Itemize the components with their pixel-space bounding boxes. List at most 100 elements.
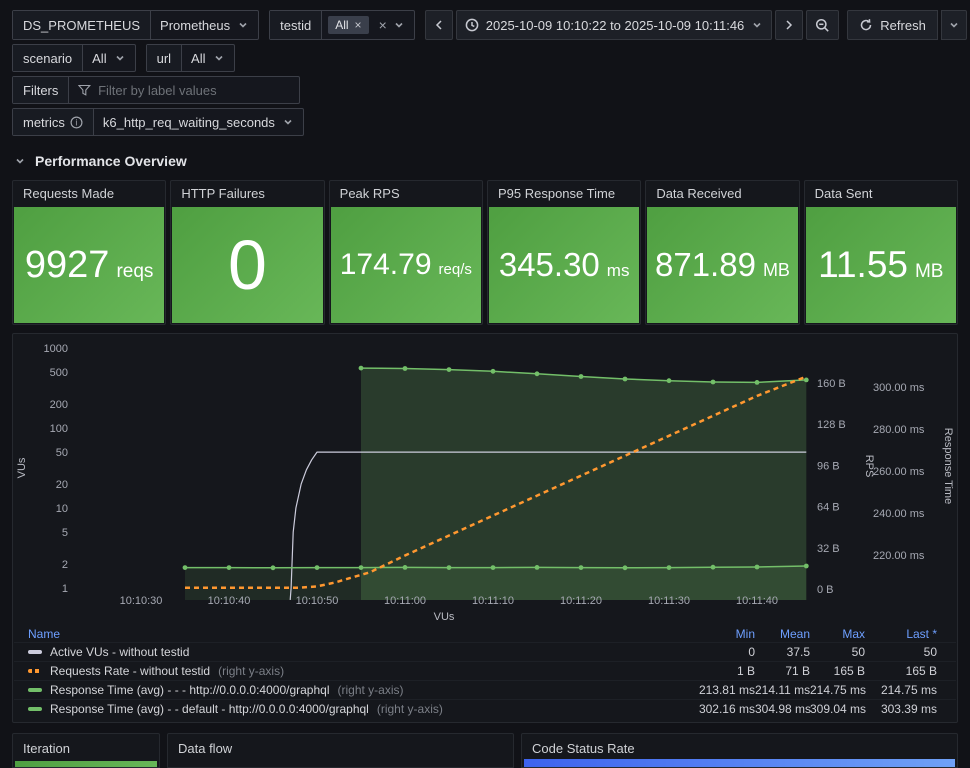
scenario-select[interactable]: All bbox=[83, 45, 134, 71]
time-controls: 2025-10-09 10:10:22 to 2025-10-09 10:11:… bbox=[424, 10, 967, 40]
url-select[interactable]: All bbox=[182, 45, 233, 71]
stat-value: 9927 bbox=[24, 243, 110, 286]
legend-col-name[interactable]: Name bbox=[28, 626, 61, 641]
svg-text:280.00 ms: 280.00 ms bbox=[873, 424, 925, 436]
refresh-interval-select[interactable] bbox=[940, 10, 967, 40]
section-title: Performance Overview bbox=[35, 153, 187, 169]
datasource-select[interactable]: Prometheus bbox=[151, 11, 258, 39]
chevron-right-icon bbox=[786, 20, 793, 30]
svg-text:200: 200 bbox=[50, 399, 68, 411]
svg-text:2: 2 bbox=[62, 559, 68, 571]
toolbar-row-1: DS_PROMETHEUS Prometheus testid All × × bbox=[12, 10, 967, 40]
metrics-select[interactable]: k6_http_req_waiting_seconds bbox=[94, 109, 303, 135]
svg-text:10:10:40: 10:10:40 bbox=[208, 595, 251, 607]
magnifier-minus-icon bbox=[816, 18, 830, 32]
refresh-button[interactable]: Refresh bbox=[847, 10, 938, 40]
legend-row-requests-rate[interactable]: Requests Rate - without testid (right y-… bbox=[14, 661, 956, 680]
metrics-label: metrics i bbox=[13, 109, 94, 135]
series-swatch-orange-dashed bbox=[28, 669, 42, 673]
url-label: url bbox=[146, 45, 183, 71]
legend-row-response-time-default[interactable]: Response Time (avg) - - default - http:/… bbox=[14, 699, 956, 718]
chevron-down-icon bbox=[214, 55, 223, 61]
panel-timeseries bbox=[12, 333, 958, 723]
chevron-down-icon bbox=[16, 158, 24, 164]
section-performance-overview[interactable]: Performance Overview bbox=[14, 151, 187, 171]
svg-text:Response Time: Response Time bbox=[942, 428, 954, 504]
scenario-filter: scenario All bbox=[12, 44, 136, 72]
legend-row-active-vus[interactable]: Active VUs - without testid 0 37.5 50 50 bbox=[14, 642, 956, 661]
time-shift-forward-button[interactable] bbox=[775, 10, 804, 40]
chevron-down-icon bbox=[284, 119, 292, 125]
svg-text:VUs: VUs bbox=[434, 611, 455, 623]
timeseries-plot[interactable]: 10:10:30 10:10:40 10:10:50 10:11:00 10:11:10… bbox=[0, 0, 970, 630]
iteration-stat-bar bbox=[15, 761, 157, 767]
svg-text:10:10:30: 10:10:30 bbox=[120, 595, 163, 607]
legend-row-response-time-graphql[interactable]: Response Time (avg) - - - http://0.0.0.0… bbox=[14, 680, 956, 699]
svg-text:10: 10 bbox=[56, 503, 68, 515]
panel-title: Iteration bbox=[23, 741, 70, 756]
stat-value: 174.79 bbox=[339, 248, 432, 281]
legend-table: Name Min Mean Max Last * Active VUs - wi… bbox=[14, 625, 956, 718]
series-swatch-green bbox=[28, 707, 42, 711]
stat-value-area: 871.89 MB bbox=[647, 207, 798, 323]
zoom-out-time-button[interactable] bbox=[806, 10, 840, 40]
chip-remove-icon[interactable]: × bbox=[354, 18, 362, 32]
svg-text:i: i bbox=[75, 117, 77, 127]
stat-value: 871.89 bbox=[655, 246, 756, 283]
panel-data-flow: Data flow bbox=[167, 733, 514, 768]
svg-text:20: 20 bbox=[56, 479, 68, 491]
testid-chip-all[interactable]: All × bbox=[328, 16, 369, 34]
filters-label: Filters bbox=[13, 77, 70, 103]
panel-requests-made: Requests Made 9927 reqs bbox=[12, 180, 167, 325]
legend-col-last[interactable]: Last * bbox=[906, 626, 937, 641]
filter-by-label-input[interactable] bbox=[98, 82, 291, 98]
svg-text:300.00 ms: 300.00 ms bbox=[873, 382, 925, 394]
time-range-picker[interactable]: 2025-10-09 10:10:22 to 2025-10-09 10:11:… bbox=[455, 10, 773, 40]
svg-text:1000: 1000 bbox=[44, 343, 68, 355]
svg-text:260.00 ms: 260.00 ms bbox=[873, 466, 925, 478]
filter-input-wrap bbox=[69, 77, 299, 103]
stat-unit: ms bbox=[606, 261, 630, 280]
time-shift-back-button[interactable] bbox=[424, 10, 453, 40]
panel-title: Data flow bbox=[178, 741, 233, 756]
svg-text:50: 50 bbox=[56, 447, 68, 459]
clear-all-icon[interactable]: × bbox=[378, 17, 387, 33]
panel-title: P95 Response Time bbox=[497, 186, 616, 201]
svg-text:100: 100 bbox=[50, 423, 68, 435]
svg-text:VUs: VUs bbox=[16, 457, 28, 478]
stats-row: Requests Made 9927 reqs HTTP Failures 0 P… bbox=[12, 180, 958, 325]
svg-text:1: 1 bbox=[62, 583, 68, 595]
scenario-label: scenario bbox=[13, 45, 84, 71]
code-status-bar bbox=[524, 759, 955, 767]
chevron-down-icon bbox=[116, 55, 124, 61]
panel-title: Requests Made bbox=[23, 186, 115, 201]
svg-text:96 B: 96 B bbox=[817, 460, 840, 472]
stat-value: 0 bbox=[228, 226, 267, 304]
refresh-group: Refresh bbox=[847, 10, 967, 40]
series-swatch-gray bbox=[28, 650, 42, 654]
datasource-picker: DS_PROMETHEUS Prometheus bbox=[12, 10, 260, 40]
testid-select[interactable] bbox=[391, 11, 414, 39]
legend-col-mean[interactable]: Mean bbox=[779, 626, 810, 641]
funnel-icon bbox=[78, 84, 92, 96]
toolbar-row-2: scenario All url All bbox=[12, 44, 958, 72]
stat-value-area: 11.55 MB bbox=[805, 207, 956, 323]
panel-code-status-rate: Code Status Rate bbox=[521, 733, 958, 768]
testid-label: testid bbox=[270, 11, 323, 39]
legend-col-min[interactable]: Min bbox=[735, 626, 755, 641]
chevron-down-icon bbox=[753, 22, 761, 28]
svg-text:10:11:40: 10:11:40 bbox=[736, 595, 778, 607]
svg-text:500: 500 bbox=[50, 367, 68, 379]
panel-title: Code Status Rate bbox=[532, 741, 635, 756]
chevron-down-icon bbox=[950, 22, 958, 28]
toolbar-row-4: metrics i k6_http_req_waiting_seconds bbox=[12, 108, 958, 136]
stat-unit: reqs bbox=[116, 260, 154, 282]
chevron-left-icon bbox=[435, 20, 442, 30]
toolbar-row-3: Filters bbox=[12, 76, 958, 104]
stat-value: 345.30 bbox=[498, 246, 600, 283]
legend-col-max[interactable]: Max bbox=[842, 626, 865, 641]
panel-title: Data Received bbox=[656, 186, 742, 201]
svg-text:32 B: 32 B bbox=[817, 543, 840, 555]
panel-title: Peak RPS bbox=[339, 186, 400, 201]
